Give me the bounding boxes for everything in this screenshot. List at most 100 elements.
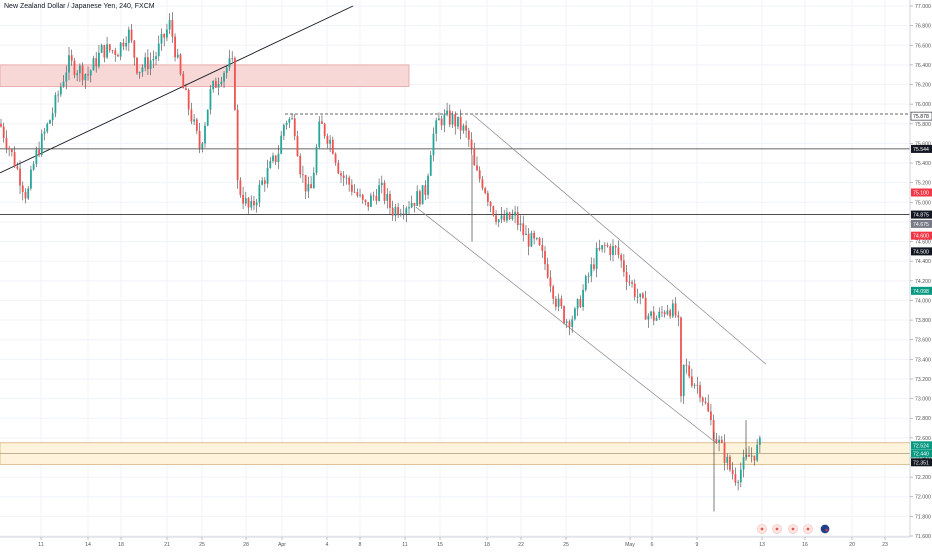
candle bbox=[136, 57, 138, 75]
candle bbox=[250, 195, 253, 211]
candle bbox=[299, 153, 302, 179]
candle-body bbox=[125, 42, 128, 47]
candle bbox=[737, 479, 740, 491]
price-badge-label: 74.098 bbox=[913, 289, 929, 295]
candle-body bbox=[416, 191, 419, 206]
candle-body bbox=[410, 203, 413, 208]
price-badge-label: 75.100 bbox=[913, 190, 929, 196]
candle bbox=[432, 127, 435, 162]
time-tick-label: 16 bbox=[802, 542, 808, 548]
candle-body bbox=[552, 286, 555, 299]
price-badge-bg bbox=[911, 210, 932, 219]
candle-body bbox=[465, 125, 468, 131]
candle bbox=[408, 200, 410, 214]
candle-body bbox=[62, 81, 65, 87]
candle bbox=[652, 306, 655, 326]
candle bbox=[234, 56, 236, 111]
time-tick-label: 15 bbox=[437, 542, 443, 548]
candle bbox=[486, 190, 489, 207]
candle-body bbox=[293, 118, 296, 137]
candle-body bbox=[149, 60, 152, 70]
time-tick-label: 4 bbox=[326, 542, 329, 548]
candle bbox=[263, 177, 266, 192]
candle-body bbox=[84, 74, 87, 81]
candle bbox=[193, 114, 196, 126]
candle-body bbox=[364, 199, 367, 203]
candle-body bbox=[288, 119, 291, 123]
candle bbox=[446, 102, 448, 117]
time-tick-label: 11 bbox=[402, 542, 407, 548]
candle-body bbox=[198, 130, 201, 149]
candle-body bbox=[378, 185, 380, 201]
price-tick-label: 76.400 bbox=[915, 63, 931, 69]
candle bbox=[329, 135, 332, 153]
candle-body bbox=[185, 88, 187, 91]
candle-body bbox=[209, 89, 212, 110]
candle bbox=[647, 313, 650, 328]
event-marker-icon bbox=[788, 524, 798, 534]
candle bbox=[141, 64, 144, 77]
candle-body bbox=[59, 86, 62, 95]
candle-body bbox=[533, 232, 536, 239]
candle bbox=[699, 381, 701, 403]
candle bbox=[707, 394, 710, 413]
candle bbox=[546, 257, 549, 279]
candle-body bbox=[68, 55, 70, 73]
price-badge-bg bbox=[911, 286, 932, 295]
candle-body bbox=[606, 245, 609, 247]
candle bbox=[8, 145, 11, 157]
candle-body bbox=[690, 376, 693, 386]
candle-body bbox=[108, 44, 111, 51]
candle bbox=[576, 298, 579, 316]
candle bbox=[334, 152, 337, 166]
price-badge: 74.875 bbox=[911, 210, 932, 219]
candle bbox=[680, 316, 682, 403]
candle-body bbox=[457, 116, 459, 127]
candle bbox=[584, 274, 587, 292]
time-tick-label: 18 bbox=[118, 542, 124, 548]
candle-body bbox=[282, 125, 285, 136]
candle-body bbox=[127, 29, 130, 43]
candle-body bbox=[5, 138, 8, 149]
price-tick-label: 75.800 bbox=[915, 122, 931, 128]
candle-body bbox=[495, 215, 497, 222]
candle-body bbox=[489, 201, 492, 207]
candle-body bbox=[234, 58, 236, 110]
candle bbox=[497, 218, 500, 228]
candle-body bbox=[182, 73, 185, 89]
candle bbox=[715, 432, 718, 444]
candle-body bbox=[13, 152, 16, 167]
candle-body bbox=[527, 233, 530, 247]
candle-body bbox=[446, 110, 448, 115]
candle-body bbox=[106, 44, 108, 58]
price-axis: 77.000 76.800 76.600 76.400 76.200 76.000 75.8… bbox=[910, 4, 931, 540]
candle-body bbox=[57, 94, 60, 96]
candle-body bbox=[647, 315, 650, 320]
candle-body bbox=[622, 260, 625, 272]
price-badge-bg bbox=[910, 111, 932, 121]
candle bbox=[255, 198, 258, 213]
price-tick-label: 72.200 bbox=[915, 475, 931, 481]
candle-body bbox=[454, 114, 457, 127]
candle bbox=[65, 65, 68, 90]
candle-body bbox=[38, 149, 40, 155]
candle-body bbox=[432, 133, 435, 156]
trendline-rising-support bbox=[0, 5, 354, 174]
candle bbox=[655, 315, 658, 321]
candle bbox=[24, 188, 27, 204]
candle bbox=[701, 396, 704, 406]
candle bbox=[519, 215, 522, 232]
candle bbox=[217, 77, 220, 96]
candle bbox=[380, 175, 383, 194]
candle-body bbox=[274, 155, 277, 162]
candle bbox=[30, 165, 32, 191]
candle bbox=[133, 39, 136, 66]
candle-body bbox=[144, 57, 147, 68]
candle-body bbox=[758, 437, 761, 445]
candle bbox=[421, 185, 424, 205]
candle bbox=[514, 205, 516, 224]
candle-body bbox=[103, 44, 106, 58]
candle-body bbox=[503, 215, 506, 221]
candle bbox=[595, 242, 598, 278]
